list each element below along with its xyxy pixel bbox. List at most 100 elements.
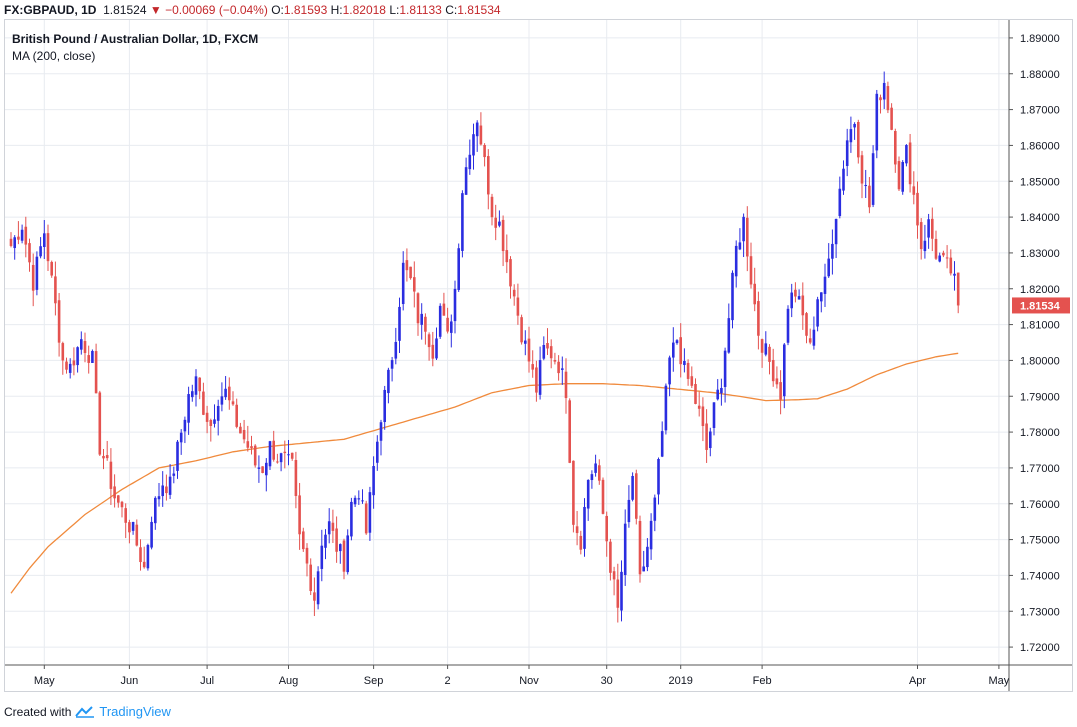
candle [564, 358, 568, 414]
candle [905, 144, 908, 167]
candle [820, 292, 823, 313]
candle [553, 352, 557, 365]
y-tick-label: 1.74000 [1020, 570, 1060, 582]
candle [557, 355, 560, 381]
candle [316, 566, 320, 610]
x-tick-label: Jun [121, 675, 139, 687]
candle [816, 296, 819, 332]
candle [871, 145, 875, 208]
tradingview-logo-icon [75, 706, 95, 718]
candle [568, 398, 571, 464]
x-tick-label: Feb [753, 675, 772, 687]
candle [183, 416, 187, 444]
candle [860, 150, 864, 199]
candle [942, 250, 945, 258]
candle [723, 347, 727, 403]
candle [150, 516, 153, 550]
candle [524, 330, 527, 356]
candle [68, 358, 72, 379]
candle [450, 314, 453, 348]
candle [771, 348, 775, 387]
candle [361, 489, 364, 504]
candle [786, 305, 790, 346]
tradingview-brand[interactable]: TradingView [99, 704, 171, 719]
candle [808, 328, 812, 345]
candle [457, 243, 460, 292]
candle [623, 509, 627, 586]
symbol-label[interactable]: FX:GBPAUD, 1D [4, 3, 97, 17]
candle [290, 452, 294, 461]
x-tick-label: May [34, 675, 55, 687]
y-tick-label: 1.83000 [1020, 248, 1060, 260]
low-label: L: [389, 3, 400, 17]
open-label: O: [271, 3, 284, 17]
candle [124, 503, 127, 539]
candle [716, 379, 719, 401]
candle [279, 452, 283, 472]
candle [742, 213, 745, 258]
candle [509, 256, 512, 299]
candle [157, 483, 161, 507]
candle [154, 496, 157, 530]
candle [202, 382, 205, 416]
candle [350, 497, 353, 541]
candle [342, 538, 346, 580]
candle [43, 220, 46, 259]
candle [131, 521, 135, 535]
candle [805, 312, 808, 344]
candle [313, 577, 316, 617]
candle [139, 539, 142, 571]
candle [598, 459, 601, 485]
candle [357, 490, 361, 505]
candle [579, 530, 583, 555]
candle [638, 515, 642, 583]
candle [187, 386, 190, 435]
candle [57, 292, 61, 357]
candle [146, 543, 150, 571]
open-value: 1.81593 [283, 3, 328, 17]
candle [694, 378, 697, 405]
candle [738, 228, 742, 251]
candle [298, 482, 301, 550]
candle [672, 327, 675, 372]
candle [398, 297, 401, 353]
indicator-label[interactable]: MA (200, close) [12, 49, 96, 63]
price-chart[interactable]: 1.72000 1.73000 1.74000 1.75000 1.76000 1.770… [5, 20, 1072, 691]
candle [649, 513, 653, 560]
chart-title[interactable]: British Pound / Australian Dollar, 1D, F… [12, 32, 259, 46]
candle [72, 347, 76, 376]
ma-line-group [10, 352, 959, 594]
candle [172, 466, 176, 484]
candle [401, 251, 405, 311]
candle [749, 242, 753, 289]
candle [405, 248, 409, 282]
candle [498, 210, 501, 228]
candle [376, 435, 379, 471]
candle [302, 527, 305, 552]
chart-frame[interactable]: 1.72000 1.73000 1.74000 1.75000 1.76000 1.770… [4, 19, 1073, 692]
candle [912, 171, 916, 205]
candle [216, 399, 220, 436]
candle [827, 243, 830, 278]
candle [28, 238, 31, 272]
candle [431, 331, 435, 367]
candle [253, 444, 257, 468]
candle [35, 251, 39, 296]
candle [242, 419, 246, 444]
high-value: 1.82018 [342, 3, 386, 17]
candle [801, 282, 805, 330]
candle [701, 397, 705, 442]
candle [831, 229, 834, 275]
candle [490, 193, 494, 226]
candle [660, 421, 664, 458]
ma-200-line [10, 352, 959, 594]
candle [261, 466, 264, 474]
candle [20, 224, 24, 244]
candle [120, 500, 124, 518]
candle [546, 328, 549, 355]
candle [113, 474, 116, 508]
y-tick-label: 1.76000 [1020, 499, 1060, 511]
candle [760, 338, 764, 368]
candle [531, 350, 534, 378]
candle [890, 103, 893, 131]
